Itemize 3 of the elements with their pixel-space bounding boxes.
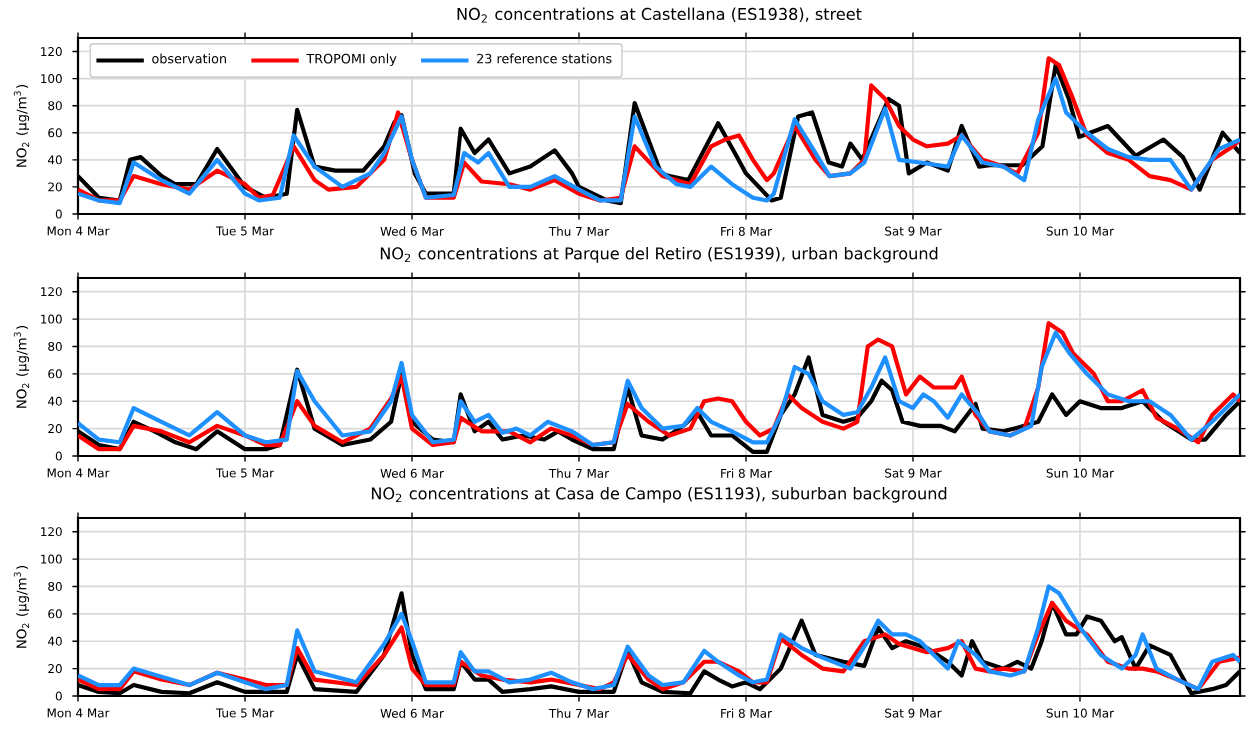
chart-title: NO$_{2}$ concentrations at Castellana (ES1938), street: [457, 7, 862, 23]
chart-title: NO$_{2}$ concentrations at Casa de Campo (ES1193), suburban background: [371, 487, 947, 503]
chart-title: NO$_{2}$ concentrations at Parque del Retiro (ES1939), urban background: [380, 247, 938, 263]
